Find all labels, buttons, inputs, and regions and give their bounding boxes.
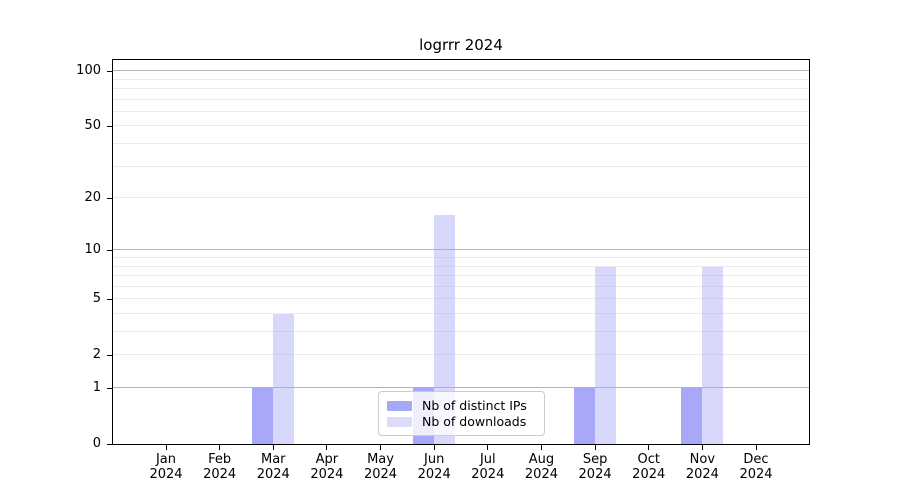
gridline-minor [113,88,809,90]
x-tick-label: Jan 2024 [149,452,183,482]
x-tick-mark [380,445,382,450]
legend-swatch-downloads [387,416,412,427]
x-tick-label: Jul 2024 [471,452,505,482]
x-tick-label: Sep 2024 [578,452,612,482]
bar-distinct-ips [681,388,703,444]
gridline-minor [113,197,809,199]
gridline-minor [113,313,809,314]
legend: Nb of distinct IPs Nb of downloads [378,391,545,436]
x-tick-mark [433,445,435,450]
x-tick-mark [326,445,328,450]
gridline-minor [113,275,809,277]
x-tick-label: Jun 2024 [417,452,451,482]
y-tick-label: 100 [76,63,101,79]
bar-downloads [595,266,617,444]
bar-distinct-ips [252,388,274,444]
x-tick-label: Feb 2024 [203,452,237,482]
gridline-minor [113,285,809,287]
y-tick-label: 20 [84,190,101,206]
y-tick-label: 0 [92,436,101,451]
gridline-minor [113,98,809,100]
gridline-minor [113,298,809,300]
gridline-minor [113,257,809,258]
x-tick-label: Mar 2024 [256,452,290,482]
y-tick-mark [107,387,113,389]
x-tick-mark [165,445,167,450]
bar-distinct-ips [574,388,596,444]
gridline-minor [113,265,809,267]
bar-downloads [434,215,456,444]
y-tick-mark [107,443,113,445]
x-tick-label: May 2024 [363,452,398,482]
x-tick-label: Dec 2024 [739,452,773,482]
chart-title: logrrr 2024 [419,36,503,54]
x-tick-mark [648,445,650,450]
gridline-major [113,249,809,251]
x-tick-mark [219,445,221,450]
gridline-major [113,70,809,72]
x-tick-mark [755,445,757,450]
legend-label-downloads: Nb of downloads [422,414,527,429]
bar-downloads [273,314,295,444]
x-tick-label: Oct 2024 [632,452,666,482]
gridline-minor [113,143,809,145]
x-tick-label: Nov 2024 [685,452,719,482]
gridline-minor [113,110,809,112]
y-tick-mark [107,125,113,127]
y-tick-label: 10 [84,242,101,258]
x-tick-mark [701,445,703,450]
y-tick-mark [107,70,113,72]
y-tick-label: 2 [92,347,101,363]
plot-area [112,59,810,445]
y-tick-label: 1 [92,380,101,395]
gridline-minor [113,331,809,333]
y-tick-mark [107,197,113,199]
bar-downloads [702,266,724,444]
y-tick-mark [107,249,113,251]
x-tick-mark [272,445,274,450]
legend-item-distinct-ips: Nb of distinct IPs [387,398,536,413]
legend-label-distinct-ips: Nb of distinct IPs [422,398,527,413]
legend-item-downloads: Nb of downloads [387,414,536,429]
x-tick-label: Apr 2024 [310,452,344,482]
gridline-minor [113,354,809,356]
gridline-minor [113,165,809,167]
y-tick-mark [107,298,113,300]
y-tick-label: 50 [84,118,101,134]
gridline-minor [113,78,809,80]
x-tick-mark [540,445,542,450]
legend-swatch-distinct-ips [387,400,412,411]
x-tick-mark [594,445,596,450]
x-tick-mark [487,445,489,450]
gridline-minor [113,125,809,127]
y-tick-mark [107,354,113,356]
x-tick-label: Aug 2024 [524,452,558,482]
gridline-major [113,387,809,389]
y-tick-label: 5 [92,291,101,307]
